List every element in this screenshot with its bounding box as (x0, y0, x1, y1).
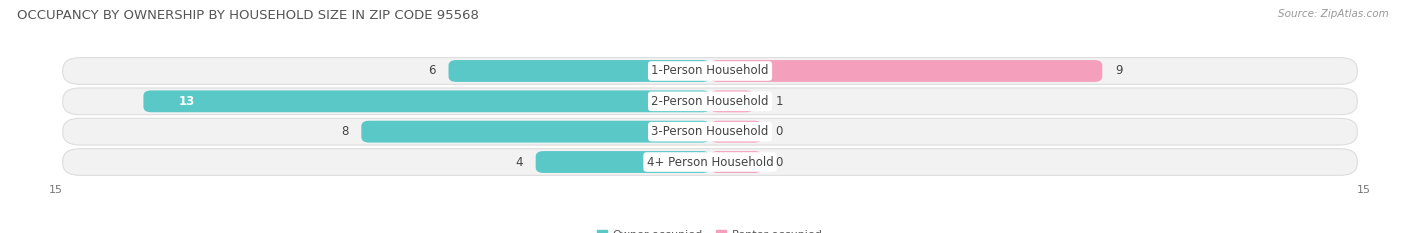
Text: 4+ Person Household: 4+ Person Household (647, 155, 773, 168)
FancyBboxPatch shape (536, 151, 710, 173)
Text: 13: 13 (179, 95, 194, 108)
Text: Source: ZipAtlas.com: Source: ZipAtlas.com (1278, 9, 1389, 19)
FancyBboxPatch shape (710, 121, 762, 143)
FancyBboxPatch shape (63, 58, 1357, 84)
Text: 0: 0 (776, 125, 783, 138)
Text: 0: 0 (776, 155, 783, 168)
Text: 8: 8 (340, 125, 349, 138)
Text: OCCUPANCY BY OWNERSHIP BY HOUSEHOLD SIZE IN ZIP CODE 95568: OCCUPANCY BY OWNERSHIP BY HOUSEHOLD SIZE… (17, 9, 479, 22)
FancyBboxPatch shape (63, 149, 1357, 175)
FancyBboxPatch shape (63, 88, 1357, 115)
Legend: Owner-occupied, Renter-occupied: Owner-occupied, Renter-occupied (593, 225, 827, 233)
Text: 2-Person Household: 2-Person Household (651, 95, 769, 108)
Text: 6: 6 (427, 65, 436, 78)
FancyBboxPatch shape (63, 118, 1357, 145)
FancyBboxPatch shape (143, 90, 710, 112)
Text: 1-Person Household: 1-Person Household (651, 65, 769, 78)
FancyBboxPatch shape (710, 90, 754, 112)
Text: 1: 1 (776, 95, 783, 108)
FancyBboxPatch shape (449, 60, 710, 82)
FancyBboxPatch shape (710, 151, 762, 173)
Text: 9: 9 (1115, 65, 1123, 78)
Text: 4: 4 (515, 155, 523, 168)
FancyBboxPatch shape (710, 60, 1102, 82)
Text: 3-Person Household: 3-Person Household (651, 125, 769, 138)
FancyBboxPatch shape (361, 121, 710, 143)
